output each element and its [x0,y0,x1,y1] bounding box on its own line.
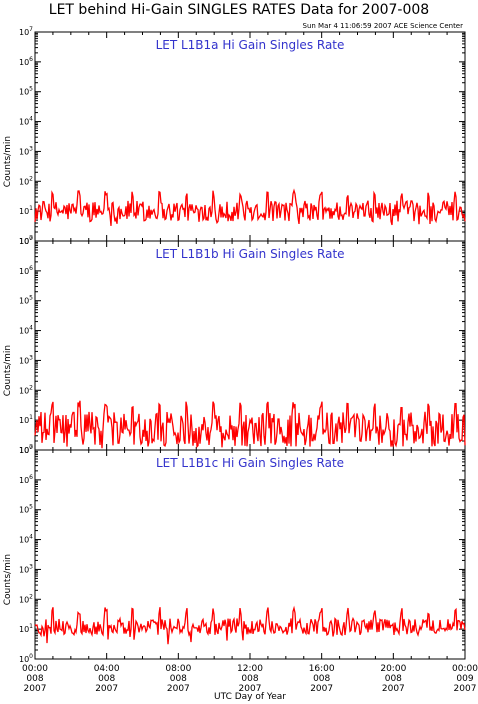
x-tick-label: 20:00 [380,664,406,674]
x-tick-label: 2007 [167,684,190,694]
timestamp: Sun Mar 4 11:06:59 2007 ACE Science Cent… [303,22,464,30]
x-tick-label: 16:00 [309,664,335,674]
series-line [34,188,466,226]
y-tick-label: 103 [19,145,33,156]
y-axis-label: Counts/min [3,136,13,187]
figure-title: LET behind Hi-Gain SINGLES RATES Data fo… [49,2,429,18]
x-tick-label: 08:00 [165,664,191,674]
x-tick-label: 12:00 [237,664,263,674]
x-tick-label: 2007 [95,684,118,694]
panel-3: 100 101 102 103 104 105 106 107 LET L1B1c Hi Gai… [3,444,466,664]
x-tick-label: 008 [98,674,115,684]
panels: 100 101 102 103 104 105 106 107 LET L1B1a Hi Gai… [3,26,466,664]
x-tick-label: 00:00 [452,664,478,674]
x-tick-label: 008 [170,674,187,684]
x-axis-label: UTC Day of Year [214,692,286,702]
y-tick-label: 102 [19,593,33,604]
y-tick-label: 101 [19,205,33,216]
y-tick-label: 107 [19,235,33,246]
y-tick-label: 100 [19,444,33,455]
y-tick-label: 100 [19,235,33,246]
y-tick-label: 106 [19,56,33,67]
x-tick-label: 2007 [310,684,333,694]
y-tick-label: 100 [19,653,33,664]
x-tick-label: 2007 [454,684,477,694]
y-axis-label: Counts/min [3,554,13,605]
series-line [34,605,466,645]
x-tick-label: 008 [385,674,402,684]
y-tick-label: 104 [19,534,33,545]
y-tick-label: 107 [19,26,33,37]
x-tick-label: 04:00 [94,664,120,674]
y-tick-label: 106 [19,265,33,276]
panel-title: LET L1B1b Hi Gain Singles Rate [155,247,344,261]
y-tick-label: 101 [19,414,33,425]
panel-title: LET L1B1a Hi Gain Singles Rate [156,38,345,52]
y-tick-label: 105 [19,295,33,306]
x-tick-label: 00:00 [22,664,48,674]
y-tick-label: 102 [19,384,33,395]
x-tick-label: 2007 [24,684,47,694]
x-tick-labels: 00:00008200704:00008200708:00008200712:0… [22,664,478,694]
y-tick-label: 103 [19,563,33,574]
y-tick-label: 104 [19,325,33,336]
x-tick-label: 008 [313,674,330,684]
panel-title: LET L1B1c Hi Gain Singles Rate [156,456,344,470]
y-tick-label: 107 [19,444,33,455]
x-tick-label: 008 [26,674,43,684]
series-line [34,400,466,449]
y-tick-label: 105 [19,86,33,97]
x-tick-label: 2007 [382,684,405,694]
panel-1: 100 101 102 103 104 105 106 107 LET L1B1a Hi Gai… [3,26,466,246]
y-tick-label: 103 [19,354,33,365]
y-tick-label: 101 [19,623,33,634]
y-tick-label: 102 [19,175,33,186]
x-tick-label: 009 [456,674,473,684]
panel-2: 100 101 102 103 104 105 106 107 LET L1B1b Hi Gai… [3,235,466,455]
y-tick-label: 105 [19,504,33,515]
y-tick-label: 106 [19,474,33,485]
x-tick-label: 008 [241,674,258,684]
x-tick-label: 2007 [239,684,262,694]
y-axis-label: Counts/min [3,345,13,396]
y-tick-label: 104 [19,116,33,127]
